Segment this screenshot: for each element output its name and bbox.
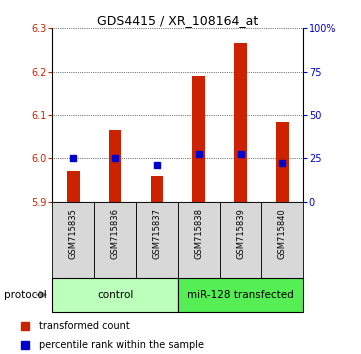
Bar xyxy=(52,278,178,312)
Text: percentile rank within the sample: percentile rank within the sample xyxy=(39,341,204,350)
Bar xyxy=(219,202,261,278)
Text: GSM715840: GSM715840 xyxy=(278,208,287,259)
Title: GDS4415 / XR_108164_at: GDS4415 / XR_108164_at xyxy=(97,14,258,27)
Bar xyxy=(136,202,178,278)
Text: transformed count: transformed count xyxy=(39,321,130,331)
Bar xyxy=(52,202,94,278)
Text: GSM715835: GSM715835 xyxy=(69,208,78,259)
Text: protocol: protocol xyxy=(4,290,46,300)
Bar xyxy=(261,202,303,278)
Bar xyxy=(234,44,247,202)
Bar xyxy=(151,176,163,202)
Bar xyxy=(276,121,288,202)
Text: miR-128 transfected: miR-128 transfected xyxy=(187,290,294,300)
Bar xyxy=(178,278,303,312)
Text: GSM715838: GSM715838 xyxy=(194,208,203,259)
Bar xyxy=(94,202,136,278)
Bar xyxy=(109,130,121,202)
Bar xyxy=(192,76,205,202)
Text: control: control xyxy=(97,290,133,300)
Text: GSM715837: GSM715837 xyxy=(152,208,161,259)
Bar xyxy=(178,202,219,278)
Text: GSM715836: GSM715836 xyxy=(110,208,119,259)
Text: GSM715839: GSM715839 xyxy=(236,208,245,259)
Bar xyxy=(67,171,79,202)
